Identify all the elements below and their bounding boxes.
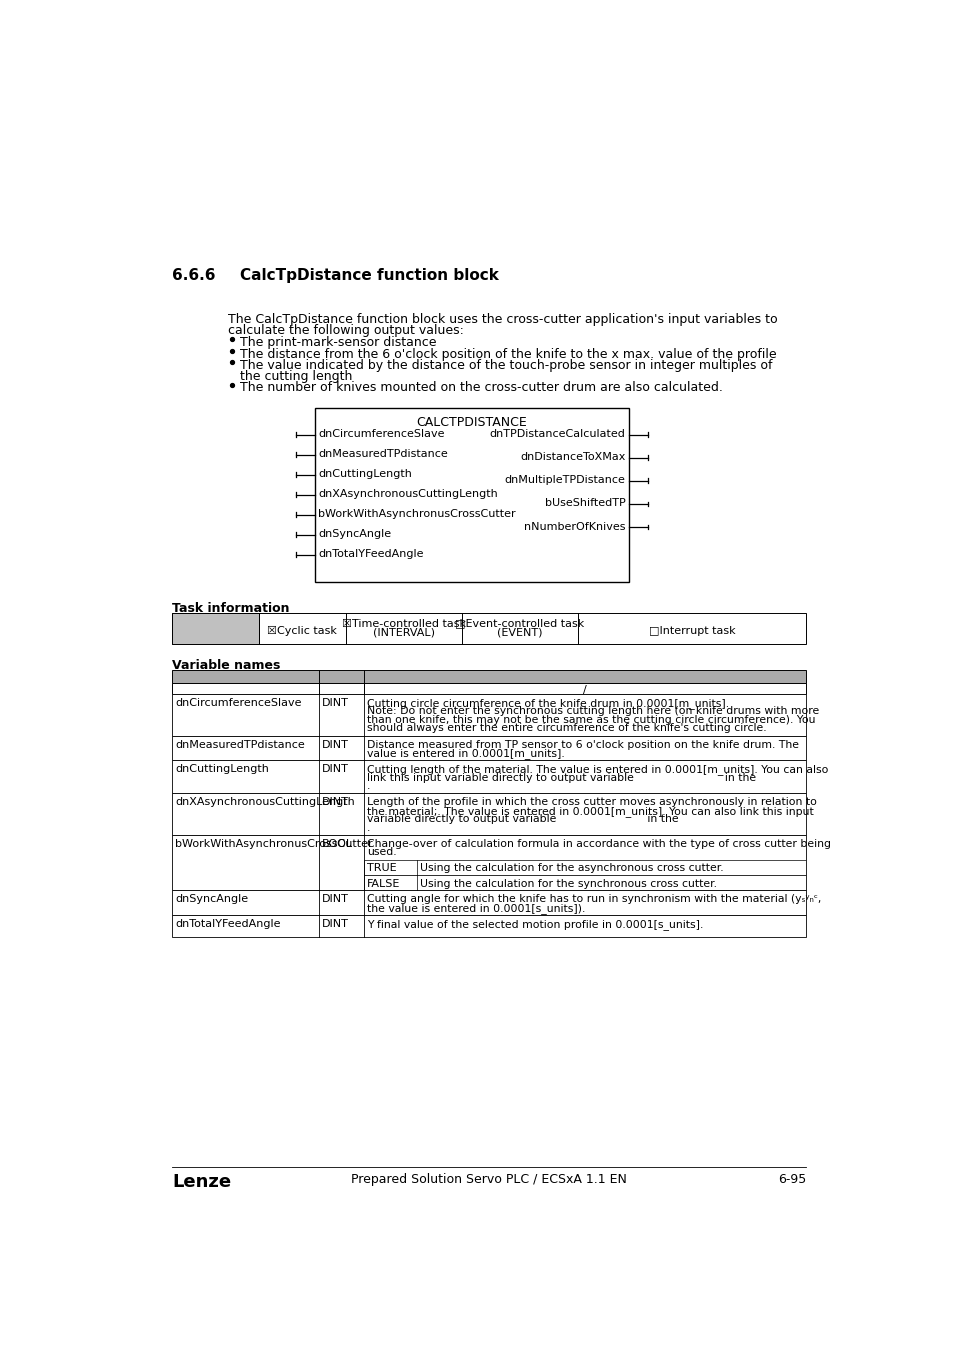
Text: bWorkWithAsynchronusCrossCutter: bWorkWithAsynchronusCrossCutter [318, 509, 516, 520]
Text: than one knife, this may not be the same as the cutting circle circumference). Y: than one knife, this may not be the same… [367, 716, 815, 725]
Text: The print-mark-sensor distance: The print-mark-sensor distance [240, 336, 436, 350]
Text: dnMeasuredTPdistance: dnMeasuredTPdistance [318, 450, 448, 459]
Text: 6-95: 6-95 [777, 1173, 805, 1187]
Text: DINT: DINT [322, 764, 349, 774]
Text: dnMultipleTPDistance: dnMultipleTPDistance [504, 475, 624, 486]
Text: the value is entered in 0.0001[s_units]).: the value is entered in 0.0001[s_units])… [367, 903, 585, 914]
Bar [364, 860, 805, 875]
Text: .: . [367, 822, 370, 833]
Text: Length of the profile in which the cross cutter moves asynchronously in relation: Length of the profile in which the cross… [367, 798, 817, 807]
Text: dnCircumferenceSlave: dnCircumferenceSlave [174, 698, 301, 707]
Text: link this input variable directly to output variable                          in: link this input variable directly to out… [367, 772, 756, 783]
Text: DINT: DINT [322, 698, 349, 707]
Text: Task information: Task information [172, 602, 289, 614]
Text: dnTotalYFeedAngle: dnTotalYFeedAngle [318, 549, 423, 559]
Bar [172, 836, 805, 891]
Text: □Interrupt task: □Interrupt task [648, 625, 735, 636]
Text: (EVENT): (EVENT) [497, 628, 542, 637]
Text: FALSE: FALSE [367, 879, 400, 888]
Bar [172, 694, 805, 736]
Text: Distance measured from TP sensor to 6 o'clock position on the knife drum. The: Distance measured from TP sensor to 6 o'… [367, 740, 799, 749]
Text: value is entered in 0.0001[m_units].: value is entered in 0.0001[m_units]. [367, 748, 564, 759]
Bar [172, 613, 258, 644]
Text: dnSyncAngle: dnSyncAngle [174, 894, 248, 904]
Text: The CalcTpDistance function block uses the cross-cutter application's input vari: The CalcTpDistance function block uses t… [228, 313, 777, 325]
Text: Change-over of calculation formula in accordance with the type of cross cutter b: Change-over of calculation formula in ac… [367, 838, 830, 849]
Text: ☒Cyclic task: ☒Cyclic task [267, 625, 336, 636]
Text: DINT: DINT [322, 798, 349, 807]
Text: should always enter the entire circumference of the knife's cutting circle.: should always enter the entire circumfer… [367, 724, 766, 733]
Bar [172, 683, 805, 694]
Text: 6.6.6: 6.6.6 [172, 269, 215, 284]
Text: Cutting angle for which the knife has to run in synchronism with the material (y: Cutting angle for which the knife has to… [367, 894, 821, 904]
Bar [172, 670, 805, 683]
Text: dnDistanceToXMax: dnDistanceToXMax [519, 452, 624, 462]
Text: dnCuttingLength: dnCuttingLength [174, 764, 269, 774]
Text: Variable names: Variable names [172, 659, 280, 672]
Text: DINT: DINT [322, 740, 349, 749]
Text: the cutting length: the cutting length [240, 370, 353, 383]
Bar [172, 613, 805, 644]
Text: DINT: DINT [322, 894, 349, 904]
Bar [172, 794, 805, 836]
Text: ☒Time-controlled task: ☒Time-controlled task [341, 618, 465, 629]
Text: dnCircumferenceSlave: dnCircumferenceSlave [318, 429, 444, 439]
Text: bWorkWithAsynchronusCrossCutter: bWorkWithAsynchronusCrossCutter [174, 838, 373, 849]
Text: (INTERVAL): (INTERVAL) [373, 628, 435, 637]
Text: □Event-controlled task: □Event-controlled task [455, 618, 584, 629]
Bar [172, 915, 805, 937]
Bar [364, 875, 805, 891]
Text: Using the calculation for the asynchronous cross cutter.: Using the calculation for the asynchrono… [419, 864, 722, 873]
Text: /: / [582, 684, 586, 695]
Text: Note: Do not enter the synchronous cutting length here (on knife drums with more: Note: Do not enter the synchronous cutti… [367, 706, 819, 717]
Bar [314, 409, 629, 582]
Text: Lenze: Lenze [172, 1173, 231, 1191]
Text: Using the calculation for the synchronous cross cutter.: Using the calculation for the synchronou… [419, 879, 717, 888]
Text: CALCTPDISTANCE: CALCTPDISTANCE [416, 416, 527, 429]
Text: .: . [367, 782, 370, 791]
Text: CalcTpDistance function block: CalcTpDistance function block [240, 269, 498, 284]
Text: used.: used. [367, 848, 396, 857]
Text: BOOL: BOOL [322, 838, 353, 849]
Text: dnTotalYFeedAngle: dnTotalYFeedAngle [174, 919, 280, 929]
Text: dnTPDistanceCalculated: dnTPDistanceCalculated [489, 429, 624, 439]
Bar [172, 760, 805, 794]
Text: nNumberOfKnives: nNumberOfKnives [523, 521, 624, 532]
Text: DINT: DINT [322, 919, 349, 929]
Text: dnMeasuredTPdistance: dnMeasuredTPdistance [174, 740, 304, 749]
Text: Prepared Solution Servo PLC / ECSxA 1.1 EN: Prepared Solution Servo PLC / ECSxA 1.1 … [351, 1173, 626, 1187]
Text: The number of knives mounted on the cross-cutter drum are also calculated.: The number of knives mounted on the cros… [240, 382, 722, 394]
Text: variable directly to output variable                          in the: variable directly to output variable in … [367, 814, 679, 825]
Text: Y final value of the selected motion profile in 0.0001[s_units].: Y final value of the selected motion pro… [367, 919, 703, 930]
Text: dnCuttingLength: dnCuttingLength [318, 470, 412, 479]
Text: calculate the following output values:: calculate the following output values: [228, 324, 463, 336]
Text: bUseShiftedTP: bUseShiftedTP [544, 498, 624, 509]
Text: dnSyncAngle: dnSyncAngle [318, 529, 391, 539]
Text: Cutting length of the material. The value is entered in 0.0001[m_units]. You can: Cutting length of the material. The valu… [367, 764, 828, 775]
Text: The value indicated by the distance of the touch-probe sensor in integer multipl: The value indicated by the distance of t… [240, 359, 772, 373]
Bar [172, 736, 805, 760]
Text: the material;. The value is entered in 0.0001[m_units]. You can also link this i: the material;. The value is entered in 0… [367, 806, 813, 817]
Text: dnXAsynchronousCuttingLength: dnXAsynchronousCuttingLength [174, 798, 355, 807]
Text: Cutting circle circumference of the knife drum in 0.0001[m_units].: Cutting circle circumference of the knif… [367, 698, 729, 709]
Bar [172, 891, 805, 915]
Text: TRUE: TRUE [367, 864, 396, 873]
Text: The distance from the 6 o'clock position of the knife to the x max. value of the: The distance from the 6 o'clock position… [240, 347, 776, 360]
Text: dnXAsynchronousCuttingLength: dnXAsynchronousCuttingLength [318, 489, 497, 500]
